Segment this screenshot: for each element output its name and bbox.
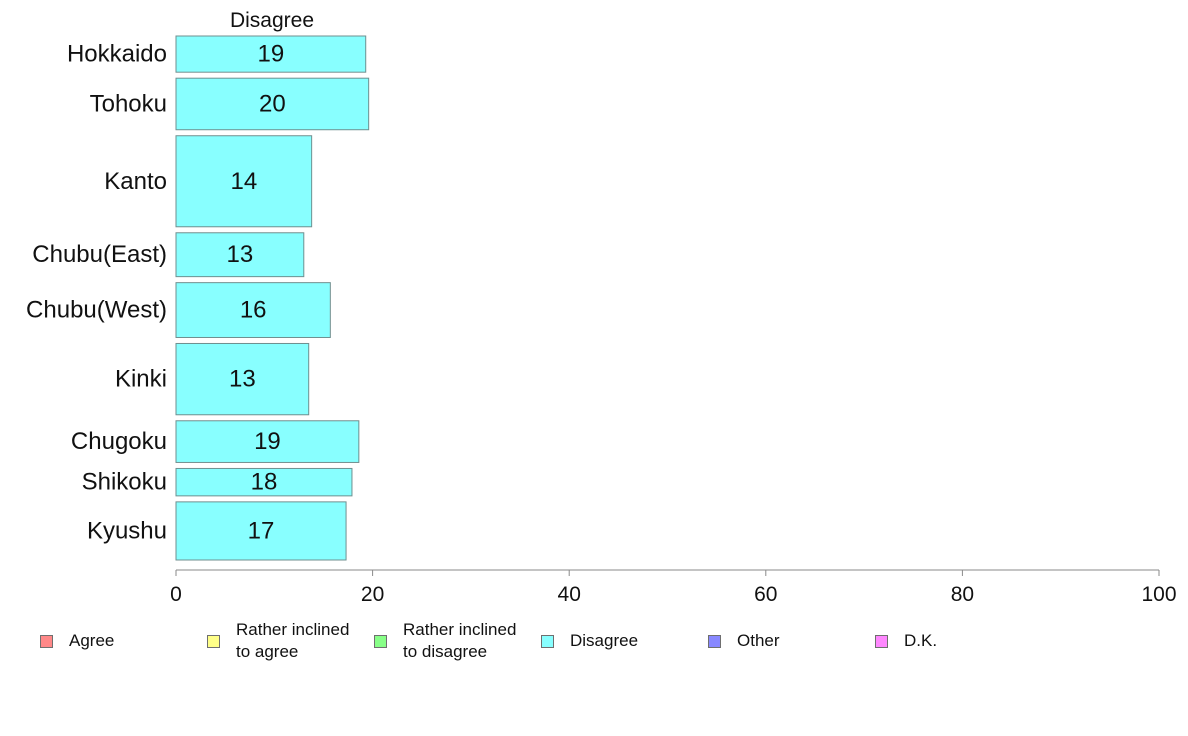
legend-item-disagree[interactable]: Disagree [541,618,638,664]
bars-layer: Hokkaido 19 Tohoku 20 Kanto 14 Chubu(East) 13 Ch… [26,35,370,561]
x-tick-label-40: 40 [558,583,581,606]
x-tick-label-80: 80 [951,583,974,606]
legend-label: Disagree [570,631,639,650]
data-label-shikoku: 18 [251,469,278,496]
legend-swatch-dk [875,634,888,648]
x-tick-label-20: 20 [361,583,384,606]
data-label-chugoku: 19 [254,428,281,455]
chart: Disagree Hokkaido 19 Tohoku 20 Kanto 14 Chubu(… [26,9,1177,606]
bar-chubu-east[interactable] [175,232,305,278]
y-tick-label-chugoku: Chugoku [71,428,167,455]
data-label-kyushu: 17 [248,517,275,544]
x-tick-label-0: 0 [170,583,182,606]
data-label-kanto: 14 [230,168,257,195]
y-tick-label-chubu-east: Chubu(East) [32,241,167,268]
data-label-chubu-west: 16 [240,297,267,324]
legend-swatch-disagree [541,634,554,648]
legend-swatch-rather-inclined-to-agree [207,634,220,648]
legend-label: Other [737,631,780,650]
bar-tohoku[interactable] [175,77,370,131]
y-tick-label-tohoku: Tohoku [90,90,167,117]
x-tick-label-60: 60 [754,583,777,606]
legend-label: Agree [69,631,115,650]
bar-hokkaido[interactable] [175,35,367,73]
data-label-tohoku: 20 [259,90,286,117]
chart-title: Disagree [230,9,314,32]
bar-shikoku[interactable] [175,467,353,497]
legend-swatch-rather-inclined-to-disagree [374,634,387,648]
legend-item-agree[interactable]: Agree [40,618,114,664]
bar-kinki[interactable] [175,342,310,416]
data-label-chubu-east: 13 [227,241,254,268]
legend-swatch-other [708,634,721,648]
y-tick-label-shikoku: Shikoku [82,469,167,496]
legend: Agree Rather inclined to agree Rather in… [0,618,1188,668]
bar-kyushu[interactable] [175,501,347,561]
data-label-hokkaido: 19 [258,41,285,68]
y-tick-label-hokkaido: Hokkaido [67,41,167,68]
legend-item-other[interactable]: Other [708,618,780,664]
legend-label: Rather inclined to disagree [403,620,517,661]
legend-item-rather-inclined-to-agree[interactable]: Rather inclined to agree [207,618,349,664]
y-tick-label-kinki: Kinki [115,366,167,393]
bar-chugoku[interactable] [175,420,360,463]
data-label-kinki: 13 [229,366,256,393]
x-tick-label-100: 100 [1141,583,1176,606]
y-tick-label-kyushu: Kyushu [87,517,167,544]
bar-chubu-west[interactable] [175,282,331,338]
bar-kanto[interactable] [175,135,313,228]
legend-item-rather-inclined-to-disagree[interactable]: Rather inclined to disagree [374,618,516,664]
legend-label: D.K. [904,631,938,650]
legend-label: Rather inclined to agree [236,620,350,661]
x-axis: 0 20 40 60 80 100 [170,569,1177,606]
legend-item-dk[interactable]: D.K. [875,618,937,664]
legend-swatch-agree [40,634,53,648]
y-tick-label-kanto: Kanto [104,168,167,195]
y-tick-label-chubu-west: Chubu(West) [26,297,167,324]
